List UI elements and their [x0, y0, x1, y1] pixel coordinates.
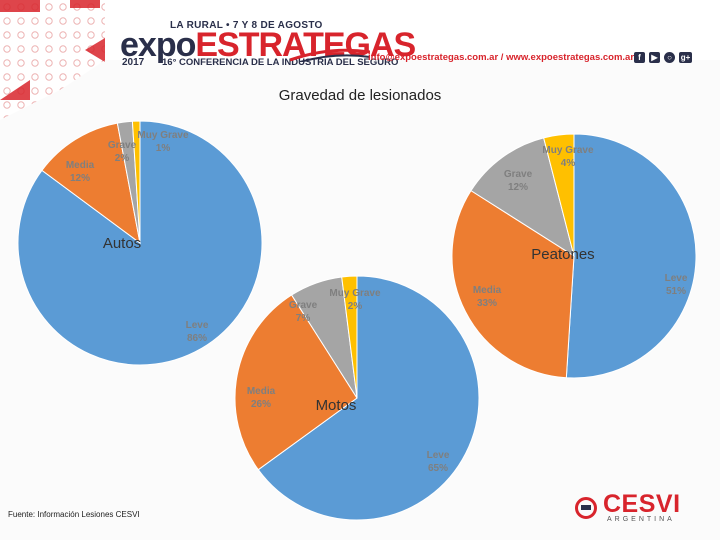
event-info: LA RURAL • 7 Y 8 DE AGOSTO [170, 20, 323, 31]
data-label-peatones-media: Media 33% [473, 285, 502, 309]
contact-info: info@expoestrategas.com.ar / www.expoest… [368, 52, 635, 63]
data-label-peatones-muy-grave: Muy Grave 4% [542, 145, 594, 169]
slice-motos-media [234, 294, 358, 471]
instagram-icon[interactable]: ○ [664, 52, 675, 63]
slice-peatones-leve [565, 133, 697, 379]
cesvi-name: CESVI [603, 490, 681, 518]
data-label-autos-leve: Leve 86% [186, 320, 209, 344]
logo-expo-text: expo [120, 26, 196, 64]
chart-title: Gravedad de lesionados [278, 87, 442, 104]
data-label-motos-leve: Leve 65% [427, 450, 450, 474]
data-label-motos-muy-grave: Muy Grave 2% [329, 288, 381, 312]
data-label-autos-media: Media 12% [66, 160, 95, 184]
header-swoosh [290, 48, 370, 62]
googleplus-icon[interactable]: g+ [679, 52, 692, 63]
slice-motos-muy-grave [341, 275, 358, 399]
slice-peatones-muy-grave [543, 133, 575, 257]
cesvi-country: ARGENTINA [607, 516, 675, 523]
pie-title-motos: Motos [316, 397, 357, 414]
pie-autos: Leve 86% Media 12% Grave 2%Muy Grave 1% Autos [17, 120, 263, 366]
data-label-peatones-grave: Grave 12% [504, 169, 533, 193]
slice-autos-muy-grave [131, 120, 141, 244]
event-year: 2017 [122, 57, 145, 68]
cesvi-emblem-icon [575, 497, 597, 519]
pie-title-autos: Autos [103, 235, 141, 252]
pie-peatones: Leve 51% Media 33% Grave 12% Muy Grave 4% Peaton… [451, 133, 697, 379]
slice-peatones-grave [470, 137, 575, 258]
pie-title-peatones: Peatones [531, 246, 594, 263]
data-label-motos-media: Media 26% [247, 386, 276, 410]
facebook-icon[interactable]: f [634, 52, 645, 63]
cesvi-logo: CESVI ARGENTINA [575, 490, 695, 524]
slice-autos-media [41, 122, 141, 245]
pie-motos: Leve 65% Media 26% Grave 7% Muy Grave 2% Motos [234, 275, 480, 521]
conference-name: 16° CONFERENCIA DE LA INDUSTRIA DEL SEGU… [162, 57, 399, 68]
slice-peatones-media [451, 189, 575, 379]
data-label-peatones-leve: Leve 51% [665, 273, 688, 297]
slice-motos-leve [257, 275, 480, 521]
youtube-icon[interactable]: ▶ [649, 52, 660, 63]
data-label-autos-grave: Grave 2% [108, 140, 137, 164]
data-label-motos-grave: Grave 7% [289, 300, 318, 324]
data-label-autos-muy-grave: Muy Grave 1% [137, 130, 189, 154]
source-note: Fuente: Información Lesiones CESVI [8, 510, 140, 519]
